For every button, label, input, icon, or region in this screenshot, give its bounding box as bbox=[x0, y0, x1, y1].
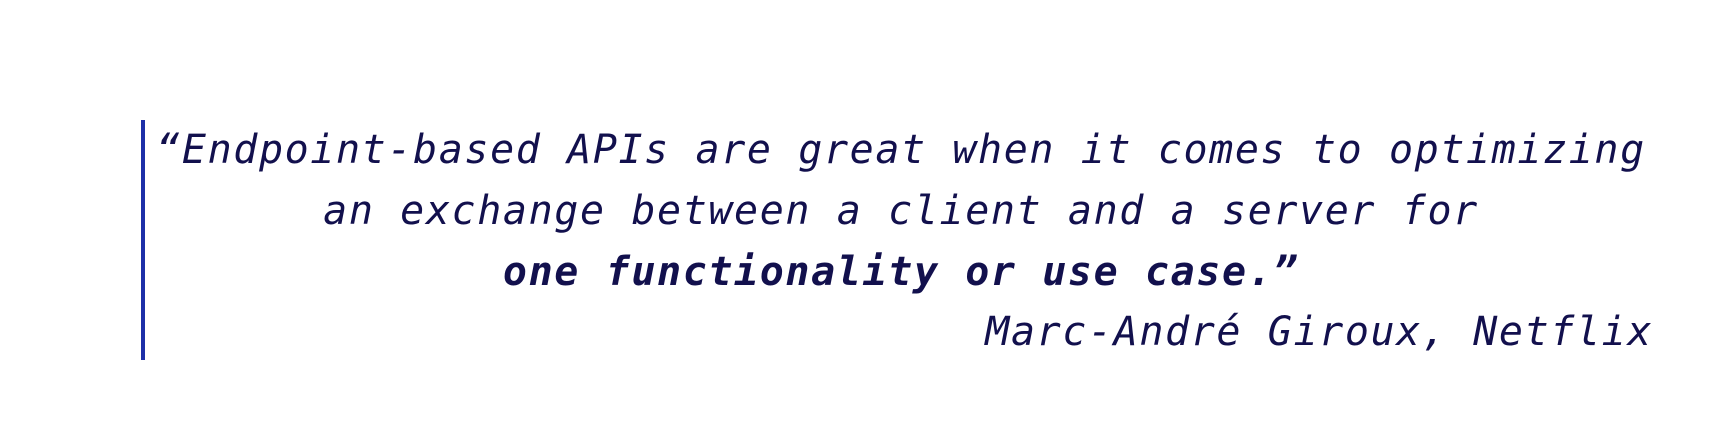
quote-attribution: Marc-André Giroux, Netflix bbox=[985, 309, 1653, 355]
quote-line-3-emphasis: one functionality or use case.” bbox=[502, 249, 1300, 295]
quote-text: “Endpoint-based APIs are great when it c… bbox=[145, 120, 1657, 303]
quote-line-1: “Endpoint-based APIs are great when it c… bbox=[156, 127, 1646, 173]
quote-block: “Endpoint-based APIs are great when it c… bbox=[141, 120, 1653, 360]
quote-line-2: an exchange between a client and a serve… bbox=[323, 188, 1479, 234]
